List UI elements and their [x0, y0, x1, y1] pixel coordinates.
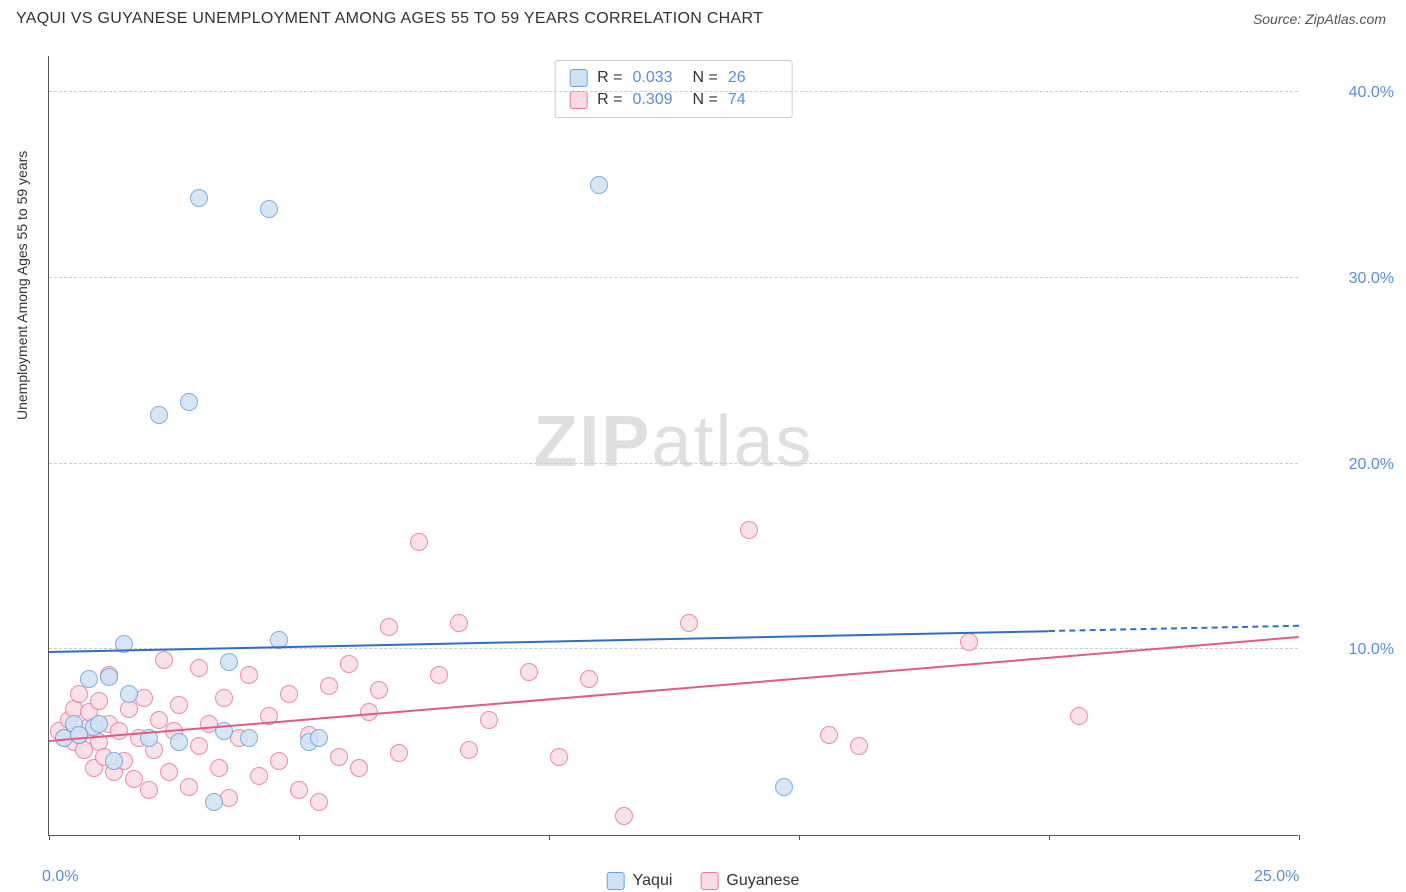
data-point: [430, 666, 448, 684]
data-point: [520, 663, 538, 681]
data-point: [140, 781, 158, 799]
data-point: [460, 741, 478, 759]
data-point: [320, 677, 338, 695]
data-point: [330, 748, 348, 766]
data-point: [180, 393, 198, 411]
chart-title: YAQUI VS GUYANESE UNEMPLOYMENT AMONG AGE…: [16, 10, 763, 28]
data-point: [190, 737, 208, 755]
data-point: [100, 668, 118, 686]
legend-swatch-icon: [700, 872, 718, 890]
x-tick: [799, 835, 800, 840]
data-point: [215, 689, 233, 707]
data-point: [105, 752, 123, 770]
stat-r-value: 0.033: [633, 69, 683, 87]
data-point: [480, 711, 498, 729]
legend-swatch-icon: [569, 91, 587, 109]
source-label: Source: ZipAtlas.com: [1253, 11, 1386, 27]
data-point: [390, 744, 408, 762]
data-point: [370, 681, 388, 699]
legend-swatch-icon: [607, 872, 625, 890]
x-tick: [1049, 835, 1050, 840]
data-point: [615, 807, 633, 825]
stat-n-value: 74: [728, 91, 778, 109]
data-point: [775, 778, 793, 796]
data-point: [220, 789, 238, 807]
data-point: [590, 176, 608, 194]
data-point: [1070, 707, 1088, 725]
legend-item: Guyanese: [700, 872, 799, 890]
x-tick: [1299, 835, 1300, 840]
data-point: [280, 685, 298, 703]
stats-row: R = 0.309 N = 74: [569, 89, 778, 111]
data-point: [190, 659, 208, 677]
x-tick-label: 25.0%: [1254, 868, 1299, 886]
data-point: [270, 752, 288, 770]
gridline: [49, 463, 1298, 464]
data-point: [290, 781, 308, 799]
legend-label: Guyanese: [726, 872, 799, 890]
data-point: [410, 533, 428, 551]
trend-line: [49, 630, 1049, 653]
gridline: [49, 277, 1298, 278]
data-point: [580, 670, 598, 688]
data-point: [205, 793, 223, 811]
y-tick-label: 30.0%: [1349, 270, 1394, 288]
stat-n-value: 26: [728, 69, 778, 87]
data-point: [210, 759, 228, 777]
y-tick-label: 20.0%: [1349, 456, 1394, 474]
data-point: [240, 729, 258, 747]
stat-r-label: R =: [597, 91, 622, 109]
data-point: [340, 655, 358, 673]
gridline: [49, 91, 1298, 92]
data-point: [350, 759, 368, 777]
y-tick-label: 40.0%: [1349, 84, 1394, 102]
data-point: [850, 737, 868, 755]
legend-item: Yaqui: [607, 872, 673, 890]
data-point: [190, 189, 208, 207]
data-point: [90, 715, 108, 733]
data-point: [170, 696, 188, 714]
data-point: [450, 614, 468, 632]
data-point: [240, 666, 258, 684]
data-point: [155, 651, 173, 669]
stats-row: R = 0.033 N = 26: [569, 67, 778, 89]
stat-r-value: 0.309: [633, 91, 683, 109]
x-tick: [49, 835, 50, 840]
data-point: [120, 685, 138, 703]
data-point: [550, 748, 568, 766]
legend-swatch-icon: [569, 69, 587, 87]
data-point: [310, 793, 328, 811]
data-point: [170, 733, 188, 751]
trend-line: [1049, 625, 1299, 632]
stats-legend: R = 0.033 N = 26 R = 0.309 N = 74: [554, 60, 793, 118]
data-point: [960, 633, 978, 651]
stat-n-label: N =: [693, 69, 718, 87]
data-point: [310, 729, 328, 747]
data-point: [220, 653, 238, 671]
trend-line: [49, 636, 1299, 742]
data-point: [380, 618, 398, 636]
legend-label: Yaqui: [633, 872, 673, 890]
data-point: [160, 763, 178, 781]
series-legend: Yaqui Guyanese: [607, 872, 800, 890]
y-tick-label: 10.0%: [1349, 641, 1394, 659]
data-point: [150, 406, 168, 424]
watermark: ZIPatlas: [533, 400, 813, 482]
data-point: [90, 692, 108, 710]
data-point: [110, 722, 128, 740]
plot-area: ZIPatlas R = 0.033 N = 26 R = 0.309 N = 74: [48, 56, 1298, 836]
y-axis-label: Unemployment Among Ages 55 to 59 years: [14, 151, 30, 420]
data-point: [80, 670, 98, 688]
data-point: [250, 767, 268, 785]
x-tick-label: 0.0%: [42, 868, 78, 886]
data-point: [740, 521, 758, 539]
data-point: [820, 726, 838, 744]
data-point: [180, 778, 198, 796]
data-point: [260, 200, 278, 218]
data-point: [680, 614, 698, 632]
x-tick: [299, 835, 300, 840]
stat-r-label: R =: [597, 69, 622, 87]
x-tick: [549, 835, 550, 840]
stat-n-label: N =: [693, 91, 718, 109]
